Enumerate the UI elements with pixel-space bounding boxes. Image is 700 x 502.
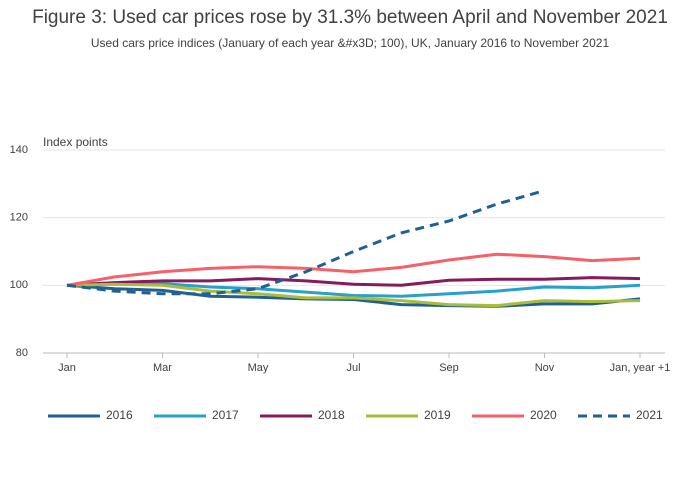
legend-label: 2016 [106, 408, 133, 422]
series-line [66, 189, 545, 296]
legend-label: 2021 [636, 408, 663, 422]
x-tick-label: Jan, year +1 [610, 362, 671, 374]
y-tick-label: 80 [16, 347, 28, 359]
series-line [66, 276, 641, 287]
series-line [66, 282, 641, 298]
legend-label: 2019 [424, 408, 451, 422]
legend-label: 2017 [212, 408, 239, 422]
series-line [66, 283, 641, 308]
y-tick-label: 140 [10, 144, 28, 156]
x-tick-label: Sep [439, 362, 459, 374]
x-tick-label: Jul [346, 362, 360, 374]
legend-label: 2018 [318, 408, 345, 422]
y-tick-label: 100 [10, 279, 28, 291]
series-line [66, 282, 641, 308]
legend-label: 2020 [530, 408, 557, 422]
series-line [66, 252, 641, 287]
x-tick-label: May [248, 362, 269, 374]
x-tick-label: Mar [153, 362, 172, 374]
y-axis-label: Index points [43, 135, 108, 149]
x-tick-label: Nov [535, 362, 555, 374]
y-tick-label: 120 [10, 212, 28, 224]
x-tick-label: Jan [58, 362, 76, 374]
chart-subtitle: Used cars price indices (January of each… [91, 36, 610, 50]
chart-title: Figure 3: Used car prices rose by 31.3% … [32, 7, 668, 28]
